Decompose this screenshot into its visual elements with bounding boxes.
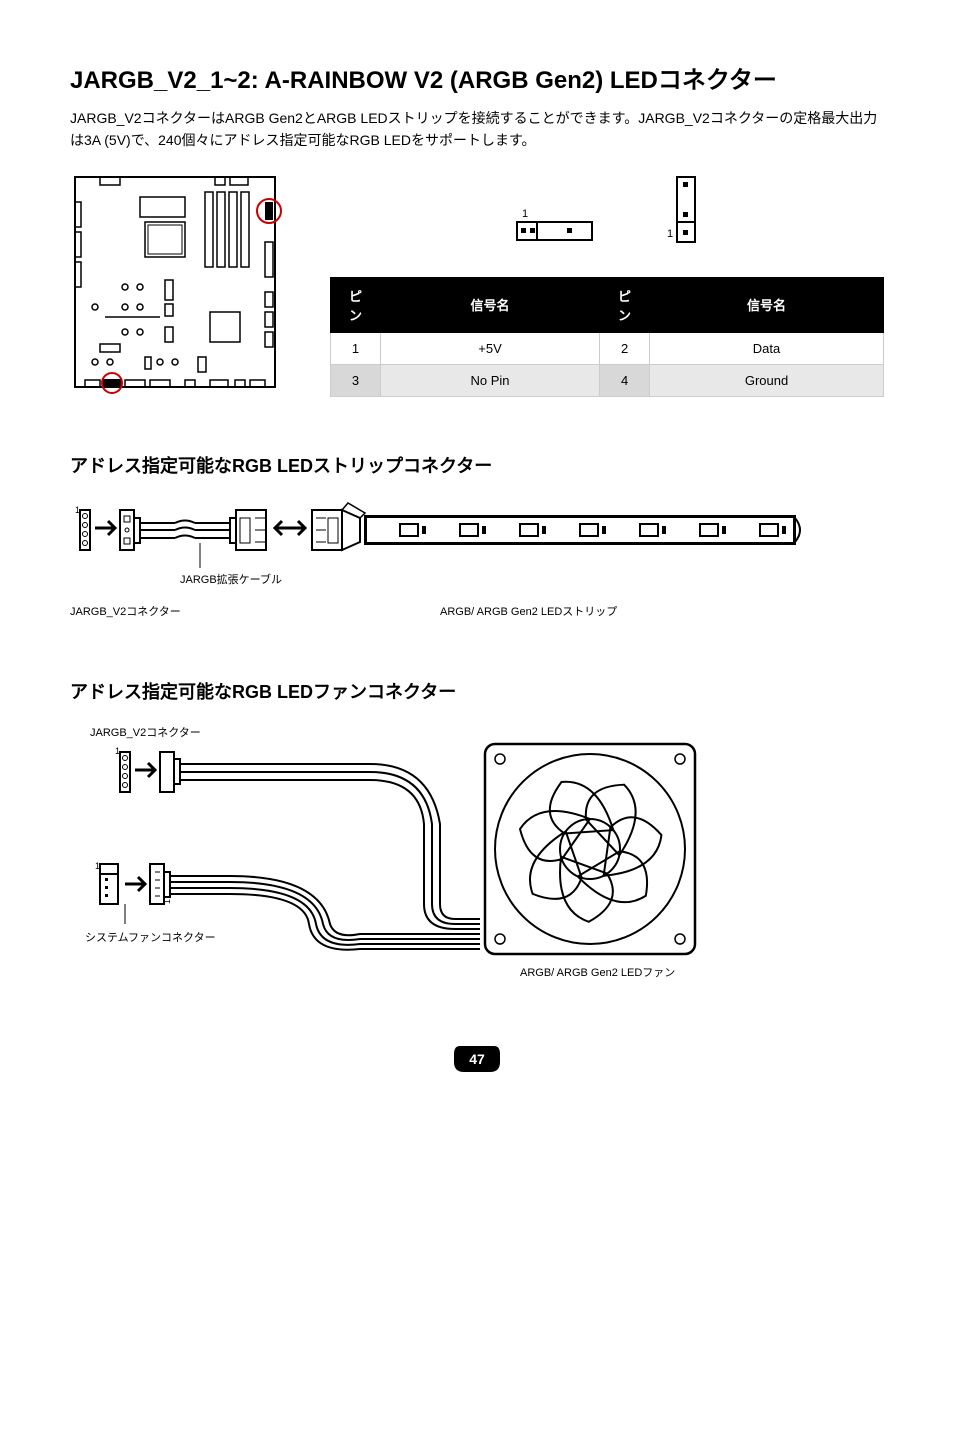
pin-horizontal-diagram: 1 bbox=[512, 197, 602, 252]
td-pin: 3 bbox=[331, 364, 381, 396]
pin-diagrams: 1 1 bbox=[330, 172, 884, 252]
th-pin2: ピン bbox=[600, 277, 650, 332]
td-signal: Ground bbox=[650, 364, 884, 396]
motherboard-diagram bbox=[70, 172, 290, 402]
th-signal1: 信号名 bbox=[381, 277, 600, 332]
svg-text:1: 1 bbox=[667, 228, 673, 240]
label-jargb-connector: JARGB_V2コネクター bbox=[70, 603, 181, 619]
td-pin: 4 bbox=[600, 364, 650, 396]
th-signal2: 信号名 bbox=[650, 277, 884, 332]
fan-connection-diagram: JARGB_V2コネクター 1 1 bbox=[70, 724, 820, 984]
description-text: JARGB_V2コネクターはARGB Gen2とARGB LEDストリップを接続… bbox=[70, 107, 884, 152]
pinout-area: 1 1 ピン 信号名 ピン 信号名 bbox=[330, 172, 884, 402]
label-system-fan-connector: システムファンコネクター bbox=[85, 929, 216, 945]
svg-text:1: 1 bbox=[162, 899, 172, 904]
label-extension-cable: JARGB拡張ケーブル bbox=[180, 571, 282, 587]
td-signal: No Pin bbox=[381, 364, 600, 396]
label-jargb-connector-2: JARGB_V2コネクター bbox=[90, 724, 201, 740]
page-number-container: 47 bbox=[70, 1044, 884, 1074]
td-signal: +5V bbox=[381, 332, 600, 364]
page-number-text: 47 bbox=[469, 1051, 485, 1067]
section2-title: アドレス指定可能なRGB LEDファンコネクター bbox=[70, 678, 884, 704]
label-led-strip: ARGB/ ARGB Gen2 LEDストリップ bbox=[440, 603, 617, 619]
td-pin: 1 bbox=[331, 332, 381, 364]
top-section: 1 1 ピン 信号名 ピン 信号名 bbox=[70, 172, 884, 402]
pin-table: ピン 信号名 ピン 信号名 1 +5V 2 Data 3 No Pin 4 Gr bbox=[330, 277, 884, 397]
th-pin1: ピン bbox=[331, 277, 381, 332]
section1-title: アドレス指定可能なRGB LEDストリップコネクター bbox=[70, 452, 884, 478]
label-argb-fan: ARGB/ ARGB Gen2 LEDファン bbox=[520, 964, 675, 980]
pin-vertical-diagram: 1 bbox=[662, 172, 702, 252]
strip-connection-diagram: 1 bbox=[70, 498, 820, 638]
svg-text:1: 1 bbox=[522, 208, 528, 220]
td-signal: Data bbox=[650, 332, 884, 364]
td-pin: 2 bbox=[600, 332, 650, 364]
page-title: JARGB_V2_1~2: A-RAINBOW V2 (ARGB Gen2) L… bbox=[70, 60, 884, 95]
